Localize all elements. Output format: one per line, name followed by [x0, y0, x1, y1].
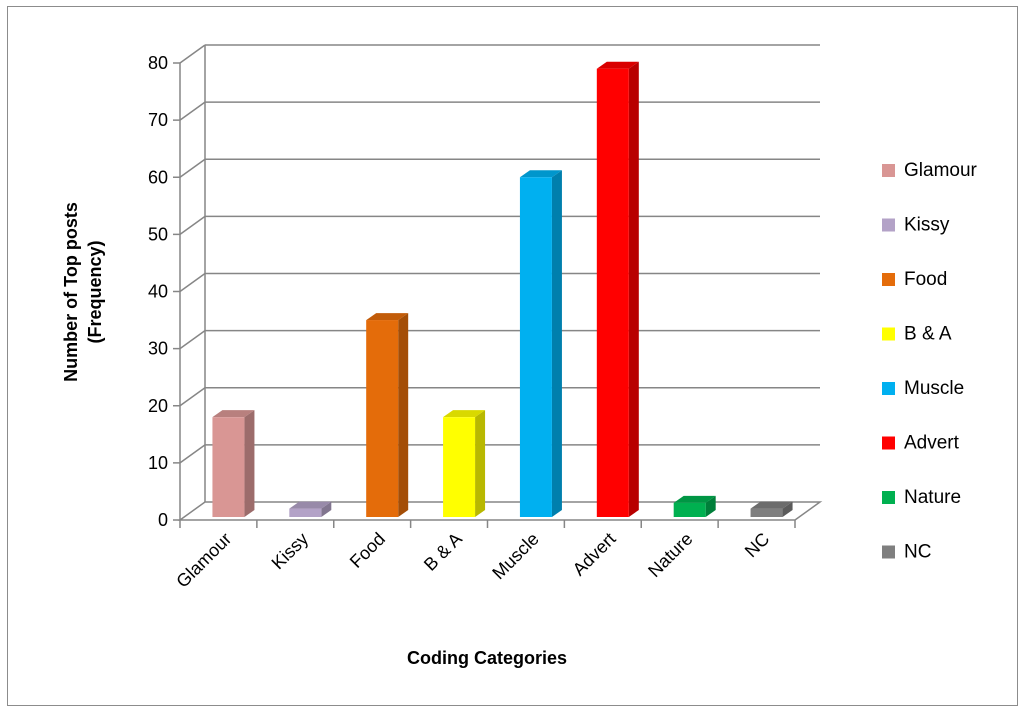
y-tick-label: 0 — [158, 510, 168, 530]
y-tick-label: 10 — [148, 453, 168, 473]
gridlines — [179, 44, 820, 464]
bar-top — [289, 501, 332, 509]
y-axis-title-line2: (Frequency) — [85, 240, 105, 343]
chart-area — [7, 6, 1018, 706]
x-tick-label: Glamour — [172, 529, 235, 592]
bar-top — [750, 501, 793, 509]
bar-nature — [673, 495, 716, 517]
legend-label: B & A — [904, 324, 952, 345]
y-tick-label: 20 — [148, 396, 168, 416]
bar-advert — [596, 61, 639, 518]
legend-swatch — [882, 491, 895, 504]
side-wall-gridline — [179, 101, 206, 121]
bar-side — [321, 501, 332, 517]
legend-swatch — [882, 436, 895, 450]
x-tick-label: Kissy — [268, 529, 313, 574]
y-tick-label: 70 — [148, 110, 168, 130]
bar-side — [705, 495, 716, 517]
legend-label: Muscle — [904, 378, 964, 399]
bar-top — [212, 410, 255, 418]
side-wall-gridline — [179, 272, 206, 293]
bar-front — [519, 177, 552, 517]
bar-front — [596, 68, 629, 518]
legend-label: Advert — [904, 433, 960, 454]
legend-label: Kissy — [904, 215, 950, 236]
legend-swatch — [882, 273, 895, 286]
bar-front — [443, 417, 476, 517]
bar-kissy — [289, 501, 332, 517]
legend-swatch — [882, 545, 895, 559]
x-axis-title: Coding Categories — [407, 648, 567, 668]
bar-muscle — [519, 170, 562, 517]
side-wall-gridline — [179, 330, 206, 350]
bar-nc — [750, 501, 793, 517]
y-axis-title-line1: Number of Top posts — [61, 202, 81, 382]
side-wall-gridline — [179, 44, 206, 64]
x-tick-label: Nature — [644, 529, 696, 581]
bar-front — [673, 502, 706, 517]
bar-b-a — [443, 410, 486, 517]
bar-top — [673, 495, 716, 503]
x-tick-label: NC — [741, 529, 774, 562]
y-tick-label: 40 — [148, 282, 168, 302]
x-tick-label: Food — [346, 529, 389, 572]
axes — [173, 45, 823, 528]
side-wall-gridline — [179, 215, 206, 235]
x-tick-label: Advert — [569, 529, 620, 580]
y-tick-label: 50 — [148, 224, 168, 244]
legend-label: Nature — [904, 487, 961, 508]
side-wall-gridline — [179, 387, 206, 407]
legend-swatch — [882, 327, 895, 341]
y-tick-label: 60 — [148, 167, 168, 187]
bar-top — [443, 410, 486, 418]
x-tick-label: Muscle — [488, 529, 542, 583]
bar-front — [750, 508, 783, 517]
x-tick-label: B & A — [420, 529, 466, 575]
bar-top — [366, 313, 409, 321]
bar-side — [551, 170, 562, 517]
legend-swatch — [882, 218, 895, 232]
side-wall-gridline — [179, 444, 206, 464]
y-tick-label: 80 — [148, 53, 168, 73]
y-tick-label: 30 — [148, 339, 168, 359]
legend-label: NC — [904, 542, 931, 563]
bar-front — [212, 417, 245, 517]
bar-side — [628, 61, 639, 518]
bar-side — [475, 410, 486, 517]
legend-label: Glamour — [904, 160, 978, 181]
bar-side — [244, 410, 255, 517]
bar-side — [782, 501, 793, 517]
bar-food — [366, 313, 409, 517]
bar-top — [519, 170, 562, 178]
floor — [177, 501, 823, 521]
legend-swatch — [882, 164, 895, 177]
bar-front — [366, 320, 399, 517]
side-wall-gridline — [179, 158, 206, 178]
bar-glamour — [212, 410, 255, 517]
bar-front — [289, 508, 322, 517]
bars — [212, 61, 793, 518]
legend-label: Food — [904, 269, 947, 290]
bar-top — [596, 61, 639, 69]
bar-side — [398, 313, 409, 517]
legend-swatch — [882, 382, 895, 395]
legend: Glamour Kissy Food B & A Muscle Advert Nature N… — [882, 160, 978, 563]
